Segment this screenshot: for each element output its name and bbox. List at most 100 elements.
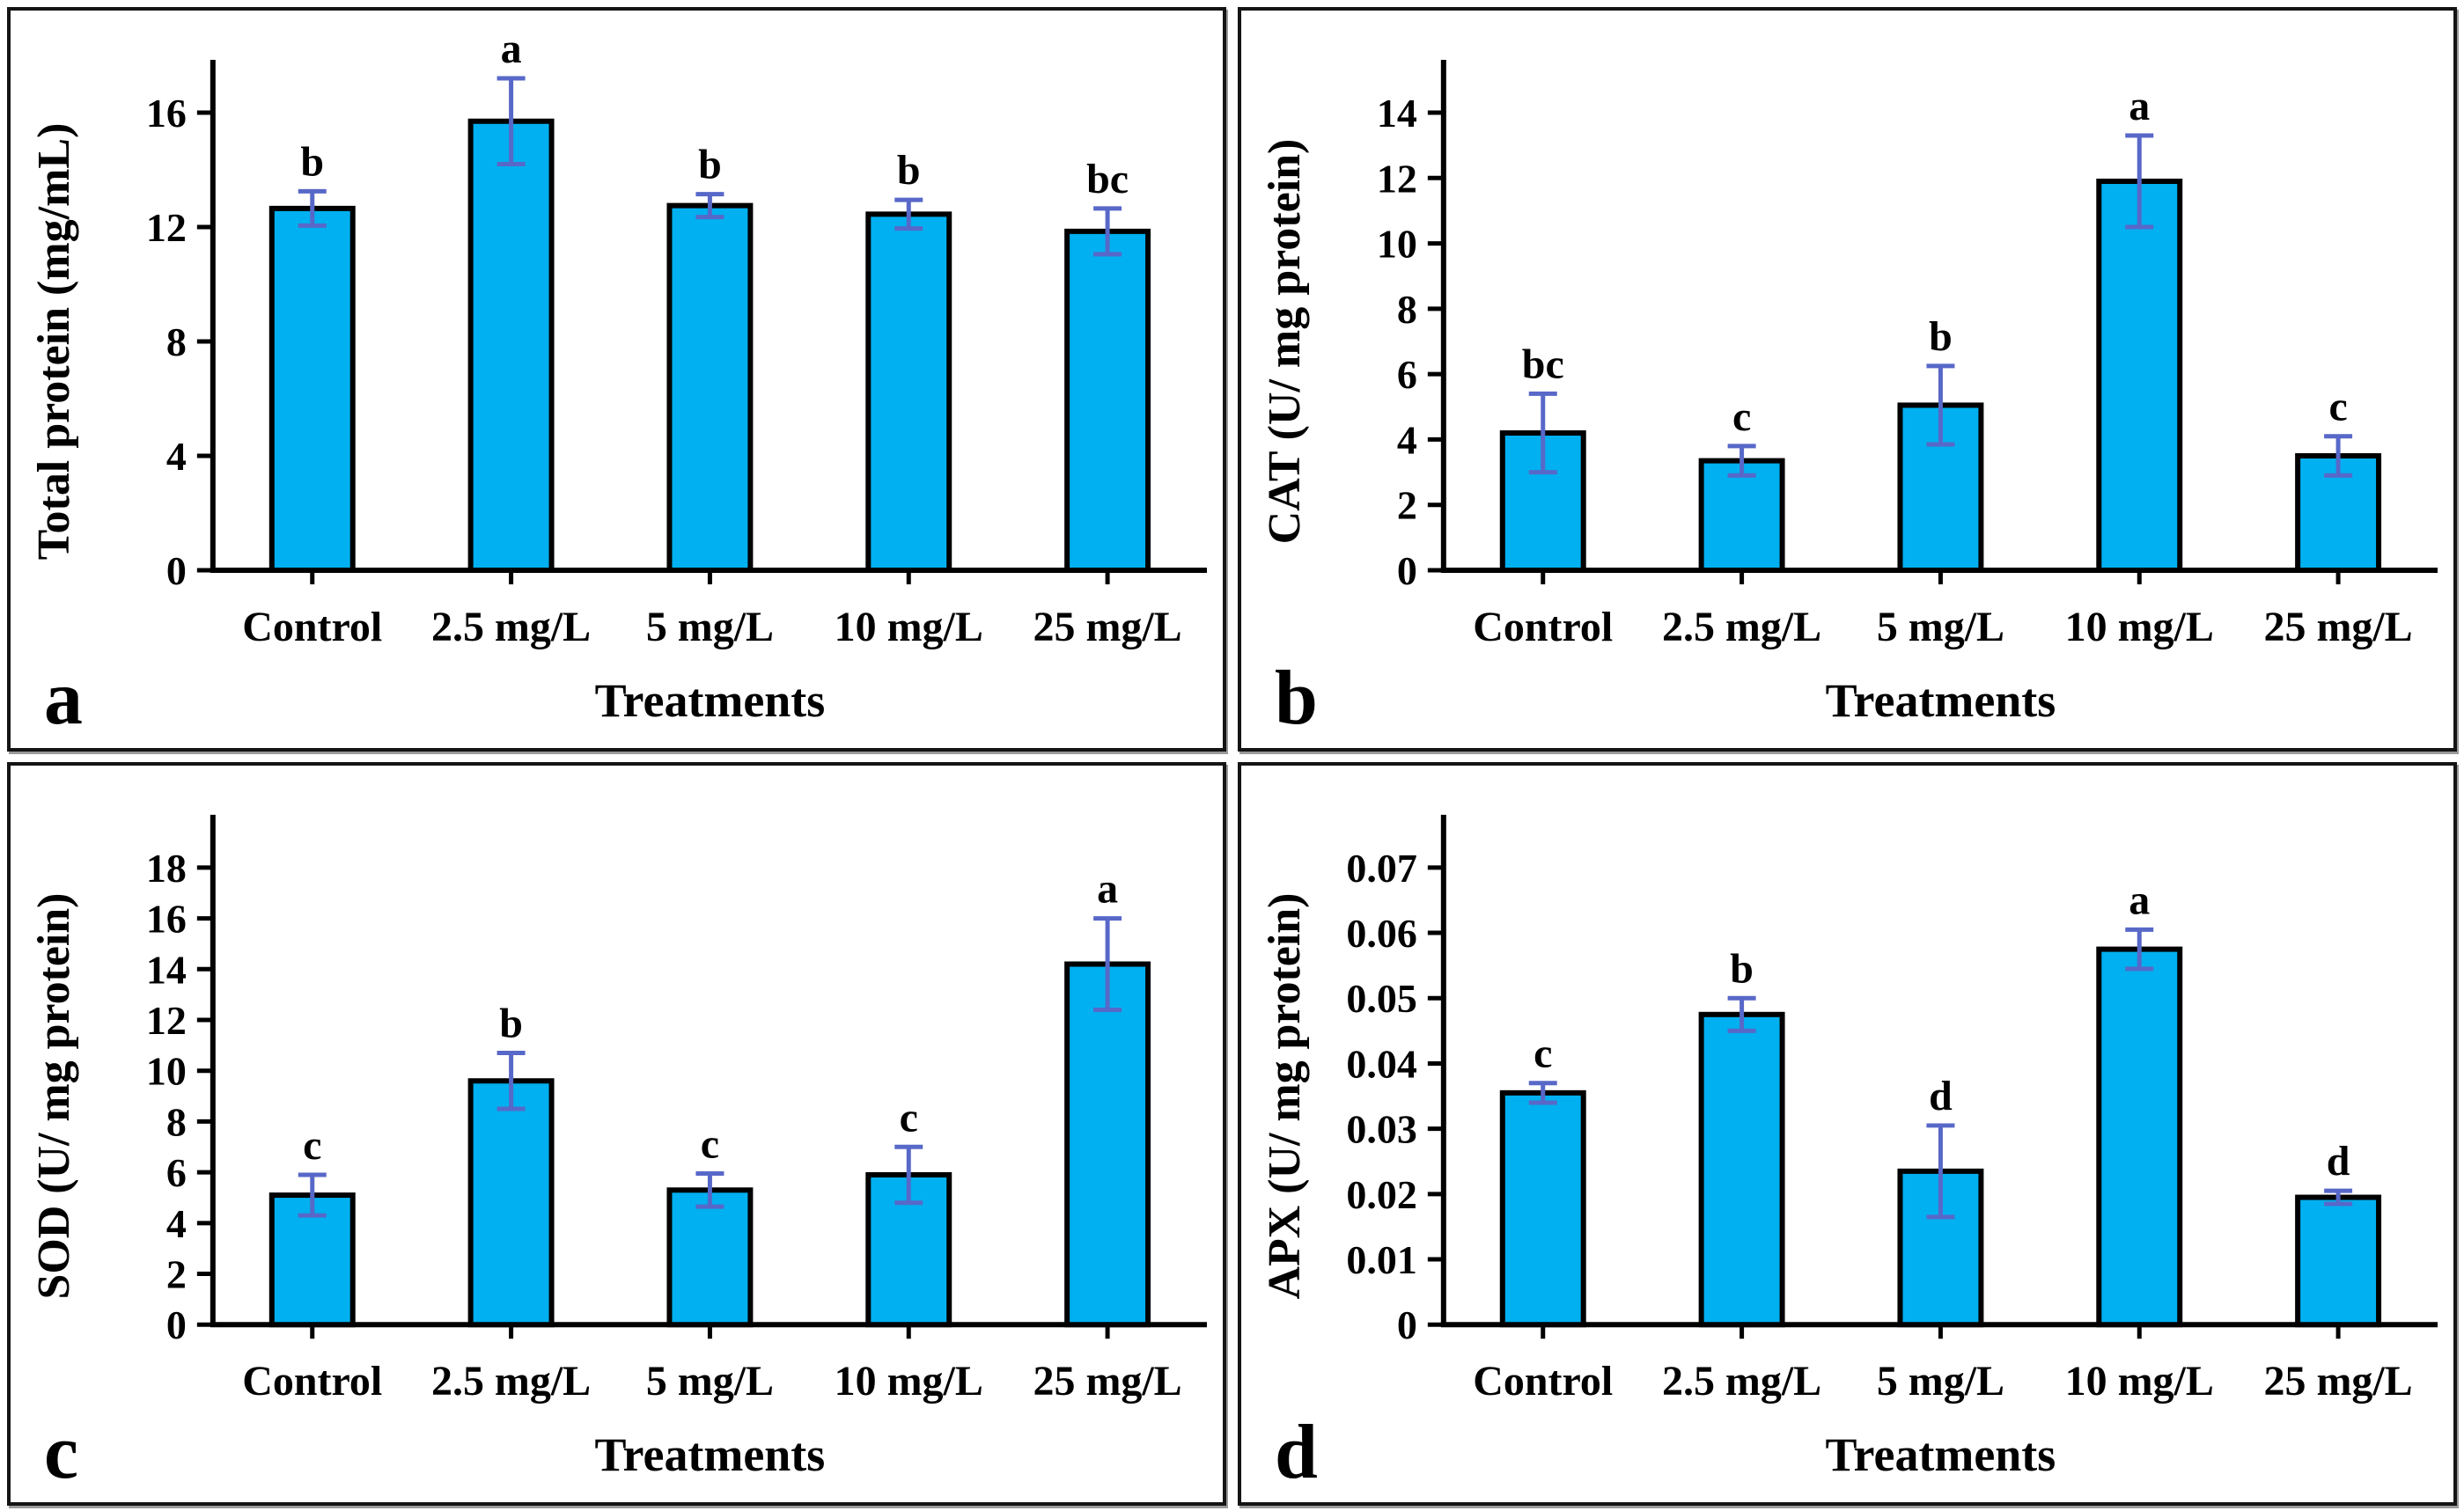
category-label: 10 mg/L — [2065, 1358, 2214, 1405]
sig-letter: bc — [1522, 341, 1564, 387]
bar-10-mg-l — [2096, 946, 2183, 1328]
sig-letter: b — [698, 142, 722, 188]
category-label: 5 mg/L — [1877, 604, 2004, 650]
bar-2.5-mg-l — [1698, 1011, 1785, 1328]
y-tick-label: 4 — [166, 434, 187, 479]
bar-10-mg-l — [2096, 179, 2183, 573]
sig-letter: b — [300, 138, 324, 185]
bar-5-mg-l — [666, 1187, 754, 1328]
x-axis-title: Treatments — [1826, 1428, 2056, 1481]
sig-letter: a — [2129, 83, 2150, 129]
y-axis-title: CAT (U/ mg protein) — [1260, 139, 1310, 545]
bar-control — [1499, 1089, 1586, 1328]
bar-2.5-mg-l — [467, 1078, 555, 1328]
sig-letter: c — [1732, 393, 1751, 440]
sig-letter: c — [1534, 1031, 1552, 1077]
x-axis-title: Treatments — [595, 674, 826, 727]
sig-letter: c — [701, 1121, 719, 1168]
y-tick-label: 4 — [166, 1201, 187, 1246]
category-label: 25 mg/L — [1033, 604, 1182, 650]
category-label: 25 mg/L — [2264, 1358, 2413, 1405]
y-tick-label: 0.04 — [1346, 1041, 1416, 1086]
y-tick-label: 16 — [146, 897, 187, 942]
category-label: 25 mg/L — [2264, 604, 2413, 650]
sig-letter: b — [499, 1001, 523, 1047]
category-label: 2.5 mg/L — [431, 1358, 591, 1405]
sig-letter: d — [2327, 1138, 2350, 1185]
category-label: Control — [1473, 604, 1613, 650]
sig-letter: c — [2328, 384, 2347, 430]
y-tick-label: 0 — [166, 548, 187, 593]
y-tick-label: 0.07 — [1346, 846, 1416, 891]
y-tick-label: 16 — [146, 91, 187, 136]
y-tick-label: 6 — [166, 1150, 187, 1195]
y-tick-label: 0.05 — [1346, 976, 1416, 1021]
bar-10-mg-l — [865, 211, 953, 573]
category-label: 2.5 mg/L — [431, 604, 591, 650]
sig-letter: bc — [1086, 156, 1129, 202]
y-tick-label: 0.03 — [1346, 1107, 1416, 1152]
bar-25-mg-l — [2295, 1194, 2382, 1328]
sig-letter: b — [1730, 945, 1754, 992]
panel-d: 0 0.01 0.02 0.03 0.04 0.05 0.06 0.07 c Control b 2.… — [1238, 762, 2457, 1506]
panel-letter: a — [44, 656, 83, 741]
sig-letter: a — [501, 26, 522, 72]
chart-sod: 0 2 4 6 8 10 12 14 16 18 c Control b 2.5 mg/L c 5 mg/L c… — [29, 814, 1208, 1495]
y-axis-title: APX (U/ mg protein) — [1260, 893, 1310, 1300]
bar-25-mg-l — [1064, 961, 1151, 1328]
category-label: 10 mg/L — [2065, 604, 2214, 650]
sig-letter: a — [2129, 877, 2150, 923]
panel-b: 0 2 4 6 8 10 12 14 bc Control c 2.5 mg/L b 5 mg/L a 10 … — [1238, 7, 2457, 752]
sig-letter: d — [1929, 1073, 1953, 1119]
category-label: 5 mg/L — [646, 1358, 774, 1405]
y-axis-title: SOD (U/ mg protein) — [29, 893, 79, 1300]
category-label: 5 mg/L — [1877, 1358, 2004, 1405]
y-tick-label: 6 — [1397, 352, 1417, 397]
bar-2.5-mg-l — [467, 118, 555, 573]
y-axis-title: Total protein (mg/mL) — [29, 123, 79, 561]
category-label: Control — [242, 1358, 382, 1405]
category-label: 10 mg/L — [835, 1358, 983, 1405]
panel-letter: d — [1275, 1410, 1318, 1495]
x-axis-title: Treatments — [1826, 674, 2056, 727]
y-tick-label: 2 — [1397, 483, 1417, 528]
y-tick-label: 8 — [1397, 287, 1417, 332]
category-label: Control — [242, 604, 382, 650]
category-label: 10 mg/L — [835, 604, 983, 650]
y-tick-label: 0 — [1397, 1302, 1417, 1347]
y-tick-label: 0.06 — [1346, 911, 1416, 956]
bar-25-mg-l — [1064, 228, 1151, 573]
category-label: Control — [1473, 1358, 1613, 1405]
y-tick-label: 12 — [1377, 156, 1417, 201]
category-label: 5 mg/L — [646, 604, 774, 650]
sig-letter: b — [897, 147, 921, 194]
y-tick-label: 10 — [146, 1049, 187, 1094]
y-tick-label: 18 — [146, 846, 187, 891]
y-tick-label: 0 — [166, 1302, 187, 1347]
panel-c: 0 2 4 6 8 10 12 14 16 18 c Control b 2.5 mg/L c 5 mg/L c… — [7, 762, 1226, 1506]
sig-letter: a — [1097, 866, 1118, 913]
sig-letter: c — [303, 1122, 321, 1169]
y-tick-label: 14 — [1377, 91, 1417, 136]
y-tick-label: 14 — [146, 947, 187, 992]
x-axis-title: Treatments — [595, 1428, 826, 1481]
y-tick-label: 12 — [146, 998, 187, 1043]
y-tick-label: 4 — [1397, 417, 1417, 462]
y-tick-label: 2 — [166, 1252, 187, 1297]
category-label: 2.5 mg/L — [1662, 604, 1821, 650]
chart-apx: 0 0.01 0.02 0.03 0.04 0.05 0.06 0.07 c Control b 2.… — [1260, 814, 2438, 1495]
y-tick-label: 12 — [146, 205, 187, 250]
bar-5-mg-l — [666, 202, 754, 573]
y-tick-label: 0.02 — [1346, 1172, 1416, 1217]
panel-letter: c — [44, 1410, 78, 1495]
category-label: 25 mg/L — [1033, 1358, 1182, 1405]
y-tick-label: 0.01 — [1346, 1237, 1416, 1282]
panel-a: 0 4 8 12 16 b Control a 2.5 mg/L b 5 mg/L b 10 mg/L b… — [7, 7, 1226, 752]
bar-control — [268, 205, 356, 573]
category-label: 2.5 mg/L — [1662, 1358, 1821, 1405]
y-tick-label: 10 — [1377, 222, 1417, 267]
y-tick-label: 8 — [166, 319, 187, 364]
sig-letter: b — [1929, 313, 1953, 360]
